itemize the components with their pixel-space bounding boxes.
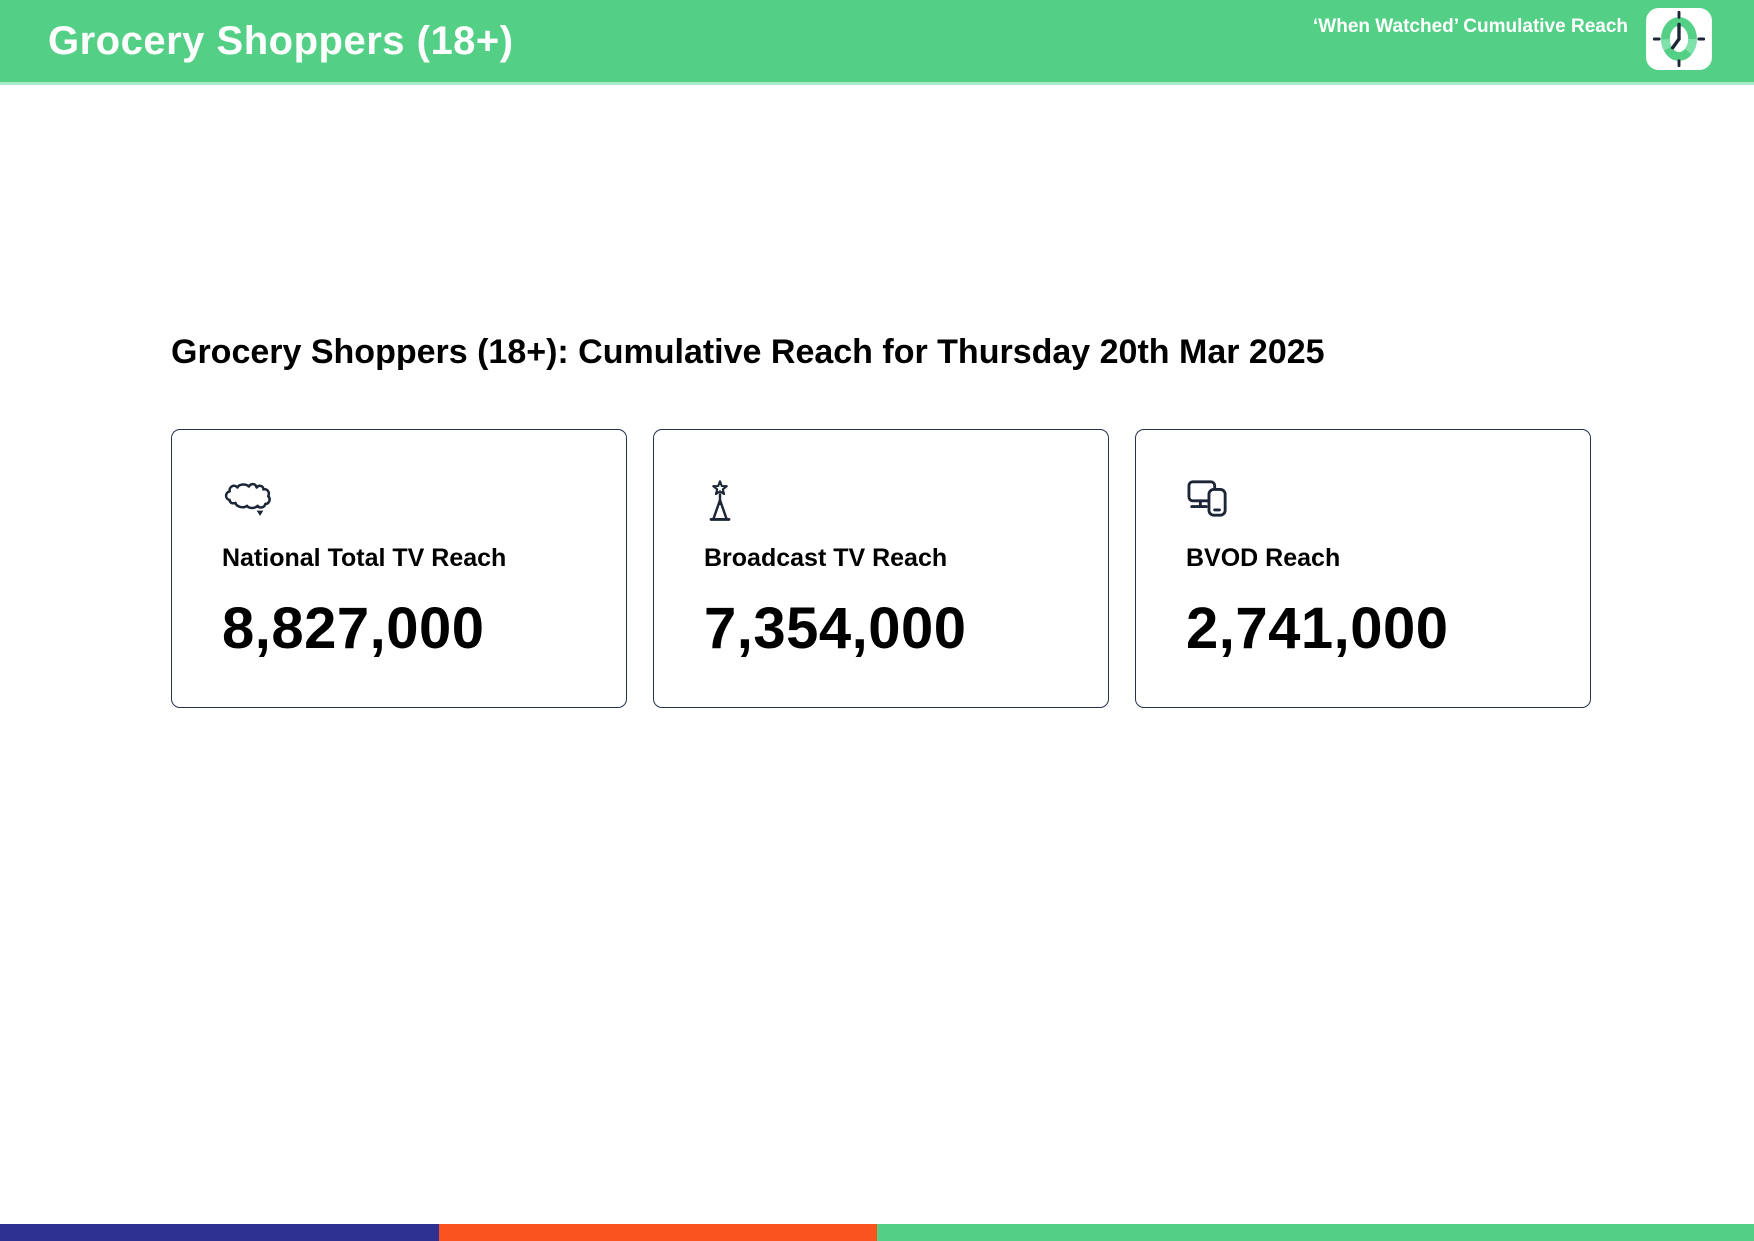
clock-icon (1646, 8, 1712, 70)
tv-and-phone-icon (1186, 478, 1570, 528)
report-heading: Grocery Shoppers (18+): Cumulative Reach… (171, 333, 1325, 371)
footer-bar-segment-navy (0, 1224, 439, 1241)
kpi-value: 8,827,000 (222, 595, 485, 661)
footer-bar-segment-orange (438, 1224, 877, 1241)
kpi-value: 2,741,000 (1186, 595, 1449, 661)
australia-map-icon (222, 478, 606, 528)
clock-logo-badge (1646, 8, 1712, 70)
report-body: Grocery Shoppers (18+): Cumulative Reach… (171, 85, 1591, 708)
kpi-value: 7,354,000 (704, 595, 967, 661)
page-title: Grocery Shoppers (18+) (48, 18, 514, 63)
app-header: Grocery Shoppers (18+) ‘When Watched’ Cu… (0, 0, 1754, 85)
kpi-label: National Total TV Reach (222, 543, 507, 572)
broadcast-tower-icon (704, 478, 1088, 528)
footer-color-bar (0, 1224, 1754, 1241)
kpi-card-national-total-tv-reach: National Total TV Reach 8,827,000 (171, 428, 627, 708)
kpi-label: BVOD Reach (1186, 543, 1341, 572)
header-right-group: ‘When Watched’ Cumulative Reach (1313, 8, 1712, 72)
kpi-cards-row: National Total TV Reach 8,827,000 Broadc… (171, 428, 1591, 708)
footer-bar-segment-green (877, 1224, 1754, 1241)
kpi-label: Broadcast TV Reach (704, 543, 948, 572)
header-tagline: ‘When Watched’ Cumulative Reach (1313, 16, 1628, 37)
kpi-card-broadcast-tv-reach: Broadcast TV Reach 7,354,000 (653, 428, 1109, 708)
kpi-card-bvod-reach: BVOD Reach 2,741,000 (1135, 428, 1591, 708)
